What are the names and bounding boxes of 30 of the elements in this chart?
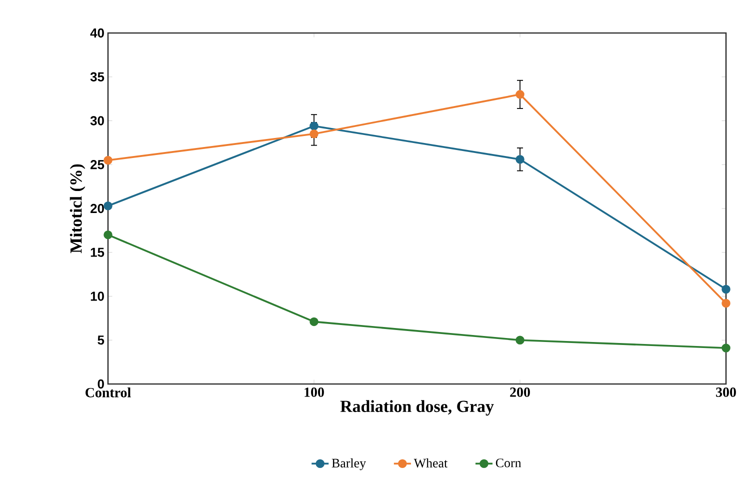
x-tick-label: 100 bbox=[304, 388, 324, 397]
point bbox=[104, 156, 112, 165]
y-tick-label: 25 bbox=[90, 160, 104, 170]
x-tick-label: 200 bbox=[510, 388, 530, 397]
point bbox=[310, 122, 318, 130]
y-tick-label: 20 bbox=[90, 204, 104, 214]
y-tick-label: 10 bbox=[90, 292, 104, 301]
y-tick-label: 15 bbox=[90, 248, 104, 257]
y-tick-label: 35 bbox=[90, 72, 104, 82]
point bbox=[104, 201, 112, 210]
x-tick-label: 300 bbox=[716, 388, 736, 397]
point bbox=[516, 90, 524, 99]
legend-label: Wheat bbox=[414, 458, 448, 468]
point bbox=[104, 230, 112, 240]
y-tick-label: 5 bbox=[98, 336, 104, 345]
y-tick-label: 0 bbox=[98, 379, 104, 389]
point bbox=[722, 344, 730, 352]
legend-label: Barley bbox=[332, 458, 366, 470]
point bbox=[516, 154, 524, 164]
y-tick-label: 40 bbox=[90, 28, 104, 38]
point bbox=[516, 336, 524, 345]
legend-label: Corn bbox=[496, 458, 522, 468]
point bbox=[722, 298, 730, 308]
x-tick-label: Control bbox=[86, 388, 131, 398]
y-axis-title: Mitoticl (%) bbox=[70, 164, 86, 254]
y-tick-label: 30 bbox=[90, 116, 104, 126]
point bbox=[310, 130, 318, 138]
point bbox=[310, 317, 318, 326]
x-axis-title: Radiation dose, Gray bbox=[340, 400, 494, 416]
point bbox=[722, 284, 730, 294]
